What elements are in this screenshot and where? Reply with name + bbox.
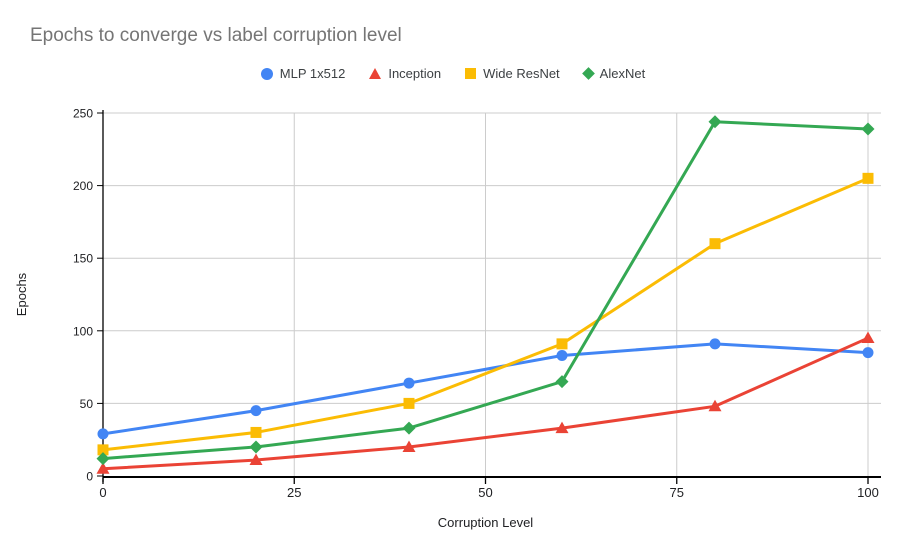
data-point-triangle <box>555 421 569 434</box>
legend-item-alexnet[interactable]: AlexNet <box>581 66 646 81</box>
legend-item-label: MLP 1x512 <box>279 66 346 81</box>
chart-title: Epochs to converge vs label corruption l… <box>30 25 402 46</box>
y-axis-title: Epochs <box>14 272 29 316</box>
data-point-triangle <box>861 331 875 344</box>
data-point-circle <box>556 349 568 361</box>
y-tick-label: 100 <box>73 324 93 338</box>
x-tick-label: 100 <box>857 485 879 500</box>
y-tick-label: 150 <box>73 252 93 266</box>
gridlines <box>103 112 881 476</box>
series-inception <box>96 331 875 474</box>
y-tick-label: 200 <box>73 179 93 193</box>
series-wide-resnet <box>97 172 874 456</box>
legend-item-label: Wide ResNet <box>483 66 560 81</box>
x-tick-label: 75 <box>670 485 684 500</box>
data-point-square <box>403 397 415 409</box>
x-tick-label: 25 <box>287 485 301 500</box>
square-marker-icon <box>465 68 477 79</box>
y-tick-label: 0 <box>86 470 93 484</box>
x-tick-label: 0 <box>99 485 106 500</box>
data-point-diamond <box>96 452 110 466</box>
data-point-square <box>709 238 721 250</box>
legend-item-label: AlexNet <box>599 66 646 81</box>
data-point-square <box>556 338 568 350</box>
y-tick-label: 250 <box>73 107 93 121</box>
data-point-square <box>250 426 262 438</box>
legend-item-wide-resnet[interactable]: Wide ResNet <box>465 66 560 81</box>
data-point-circle <box>862 347 874 359</box>
y-tick-label: 50 <box>80 397 94 411</box>
data-point-diamond <box>861 122 875 136</box>
legend-item-label: Inception <box>388 66 442 81</box>
data-point-square <box>97 444 109 456</box>
data-point-triangle <box>249 453 263 466</box>
data-point-circle <box>709 338 721 350</box>
data-point-circle <box>250 405 262 417</box>
series-line <box>101 176 870 452</box>
data-point-diamond <box>249 440 263 454</box>
data-point-triangle <box>96 462 110 474</box>
legend-item-inception[interactable]: Inception <box>369 66 441 81</box>
data-point-triangle <box>708 399 722 412</box>
series-mlp-1x512 <box>97 338 874 440</box>
legend-item-mlp-1x512[interactable]: MLP 1x512 <box>260 66 346 81</box>
data-point-diamond <box>555 375 569 389</box>
triangle-marker-icon <box>369 68 382 79</box>
legend: MLP 1x512 Inception Wide ResNet AlexNet <box>0 66 906 81</box>
data-point-diamond <box>402 421 416 435</box>
series-alexnet <box>96 115 875 466</box>
series-line <box>101 120 870 461</box>
x-tick-label: 50 <box>478 485 492 500</box>
series-line <box>101 336 870 471</box>
axis-ticks: 0 25 50 75 100 0 50 100 150 200 250 <box>73 107 879 501</box>
circle-marker-icon <box>260 67 273 80</box>
data-point-diamond <box>708 115 722 129</box>
data-point-triangle <box>402 440 416 452</box>
data-point-circle <box>403 377 415 389</box>
data-point-circle <box>97 428 109 440</box>
series-line <box>101 342 870 436</box>
data-point-square <box>862 172 874 184</box>
x-axis-title: Corruption Level <box>438 515 533 530</box>
